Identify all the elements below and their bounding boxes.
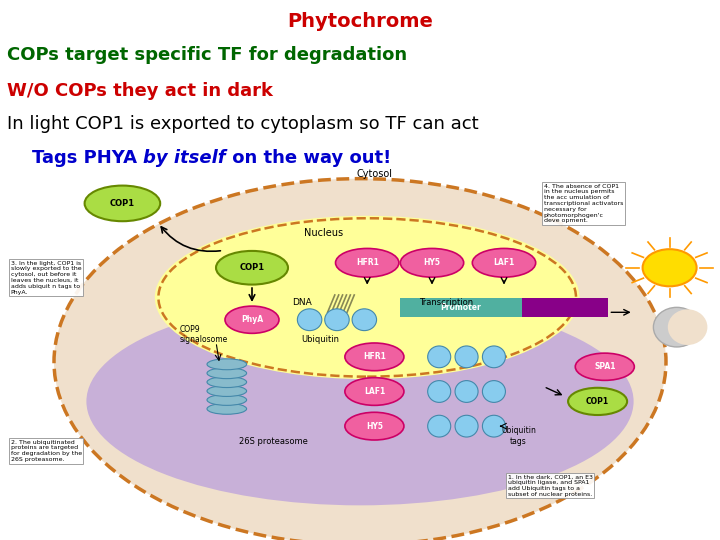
Ellipse shape — [336, 248, 399, 277]
Text: COP1: COP1 — [240, 263, 264, 272]
Ellipse shape — [207, 359, 246, 370]
Text: In light COP1 is exported to cytoplasm so TF can act: In light COP1 is exported to cytoplasm s… — [7, 116, 479, 133]
FancyBboxPatch shape — [400, 299, 522, 317]
Text: 3. In the light, COP1 is
slowly exported to the
cytosol, out before it
leaves th: 3. In the light, COP1 is slowly exported… — [11, 261, 81, 295]
Text: Transcription: Transcription — [419, 298, 474, 307]
Text: 2. The ubiquitinated
proteins are targeted
for degradation by the
26S proteasome: 2. The ubiquitinated proteins are target… — [11, 440, 82, 462]
Ellipse shape — [225, 306, 279, 333]
Ellipse shape — [455, 346, 478, 368]
Text: HY5: HY5 — [366, 422, 383, 431]
Text: HFR1: HFR1 — [363, 352, 386, 361]
Ellipse shape — [352, 309, 377, 330]
Ellipse shape — [216, 251, 288, 285]
Ellipse shape — [668, 309, 707, 345]
Ellipse shape — [455, 415, 478, 437]
Ellipse shape — [575, 353, 634, 380]
Text: by itself: by itself — [143, 149, 226, 167]
Ellipse shape — [54, 179, 666, 540]
Ellipse shape — [345, 413, 404, 440]
Text: COPs target specific TF for degradation: COPs target specific TF for degradation — [7, 46, 408, 64]
Ellipse shape — [482, 415, 505, 437]
Text: Cytosol: Cytosol — [356, 168, 392, 179]
Ellipse shape — [207, 368, 246, 379]
Text: COP1: COP1 — [110, 199, 135, 208]
Ellipse shape — [428, 415, 451, 437]
Text: DNA: DNA — [292, 298, 312, 307]
Text: SPA1: SPA1 — [594, 362, 616, 372]
Text: 1. In the dark, COP1, an E3
ubiquitin ligase, and SPA1
add Ubiquitin tags to a
s: 1. In the dark, COP1, an E3 ubiquitin li… — [508, 474, 593, 497]
Ellipse shape — [207, 394, 246, 406]
Ellipse shape — [428, 381, 451, 402]
Text: Tags PHYA: Tags PHYA — [7, 149, 143, 167]
Ellipse shape — [297, 309, 322, 330]
Text: LAF1: LAF1 — [493, 258, 515, 267]
Ellipse shape — [654, 307, 701, 347]
Text: on the way out!: on the way out! — [226, 149, 392, 167]
Ellipse shape — [472, 248, 536, 277]
Ellipse shape — [325, 309, 349, 330]
Ellipse shape — [85, 186, 160, 221]
Ellipse shape — [345, 377, 404, 406]
Text: Ubiquitin: Ubiquitin — [302, 335, 339, 344]
Ellipse shape — [207, 386, 246, 396]
Ellipse shape — [455, 381, 478, 402]
Text: Phytochrome: Phytochrome — [287, 12, 433, 31]
Ellipse shape — [158, 218, 576, 377]
Ellipse shape — [207, 377, 246, 388]
FancyBboxPatch shape — [522, 299, 608, 317]
Text: 26S proteasome: 26S proteasome — [239, 436, 308, 446]
Text: HY5: HY5 — [423, 258, 441, 267]
Text: Ubiquitin
tags: Ubiquitin tags — [501, 427, 536, 446]
Text: Nucleus: Nucleus — [305, 228, 343, 238]
Ellipse shape — [643, 249, 697, 286]
Ellipse shape — [400, 248, 464, 277]
Text: 4. The absence of COP1
in the nucleus permits
the acc umulation of
transcription: 4. The absence of COP1 in the nucleus pe… — [544, 184, 623, 224]
Ellipse shape — [155, 216, 580, 379]
Ellipse shape — [86, 298, 634, 505]
Ellipse shape — [482, 346, 505, 368]
Text: W/O COPs they act in dark: W/O COPs they act in dark — [7, 82, 273, 99]
Text: HFR1: HFR1 — [356, 258, 379, 267]
Text: LAF1: LAF1 — [364, 387, 385, 396]
Text: COP1: COP1 — [586, 397, 609, 406]
Ellipse shape — [207, 403, 246, 414]
Ellipse shape — [482, 381, 505, 402]
Ellipse shape — [428, 346, 451, 368]
Text: Promoter: Promoter — [441, 303, 481, 312]
Text: PhyA: PhyA — [241, 315, 263, 324]
Text: COP9
signalosome: COP9 signalosome — [180, 325, 228, 345]
Ellipse shape — [345, 343, 404, 370]
Ellipse shape — [568, 388, 627, 415]
